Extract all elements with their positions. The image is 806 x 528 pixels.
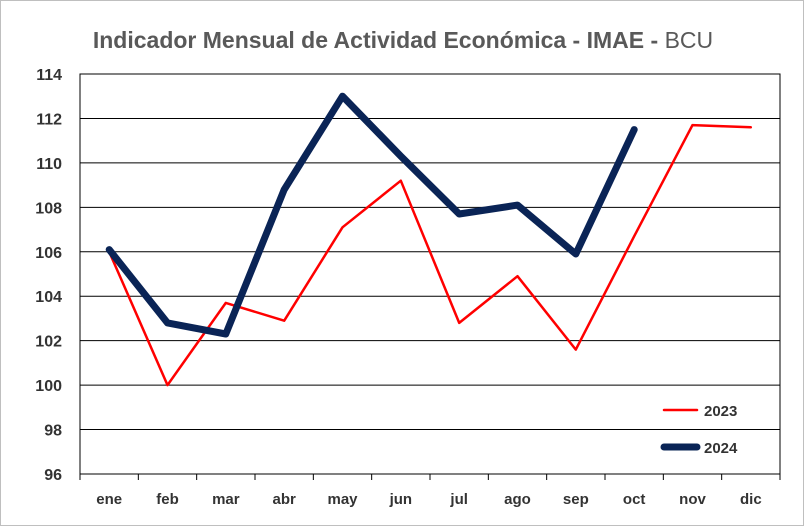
x-tick-label: nov	[679, 491, 706, 508]
x-tick-label: jun	[389, 491, 413, 508]
chart-title: Indicador Mensual de Actividad Económica…	[0, 27, 806, 54]
chart-title-separator: -	[650, 27, 659, 53]
x-tick-label: abr	[272, 491, 296, 508]
x-tick-label: dic	[740, 491, 762, 508]
legend-label-2023: 2023	[704, 403, 737, 420]
legend: 2023 2024	[660, 403, 738, 457]
y-tick-label: 114	[36, 67, 62, 84]
x-tick-label: may	[327, 491, 358, 508]
chart-subtitle: BCU	[664, 27, 714, 53]
series-lines	[105, 92, 753, 387]
y-axis-ticks: 96 98 100 102 104 106 108 110 112 114	[35, 67, 62, 484]
x-tick-label: feb	[156, 491, 179, 508]
y-tick-label: 110	[36, 156, 62, 173]
y-tick-label: 96	[44, 467, 62, 484]
grid-lines	[80, 117, 780, 431]
y-tick-label: 98	[44, 423, 62, 440]
x-tick-label: ago	[504, 491, 531, 508]
y-tick-label: 100	[35, 378, 62, 395]
series-line-2024	[105, 92, 638, 338]
y-tick-label: 106	[35, 245, 62, 262]
x-tick-label: ene	[96, 491, 122, 508]
x-axis-ticks: ene feb mar abr may jun jul ago sep oct nov dic	[79, 474, 781, 508]
x-tick-label: jul	[449, 491, 468, 508]
chart-title-main: Indicador Mensual de Actividad Económica…	[92, 27, 645, 53]
y-tick-label: 112	[36, 111, 62, 128]
x-tick-label: sep	[563, 491, 589, 508]
x-tick-label: mar	[212, 491, 240, 508]
series-line-2023	[107, 123, 753, 387]
legend-label-2024: 2024	[704, 440, 738, 457]
y-tick-label: 104	[35, 289, 62, 306]
x-tick-label: oct	[623, 491, 646, 508]
plot-area-border	[79, 73, 781, 475]
y-tick-label: 108	[35, 200, 62, 217]
y-tick-label: 102	[35, 334, 62, 351]
